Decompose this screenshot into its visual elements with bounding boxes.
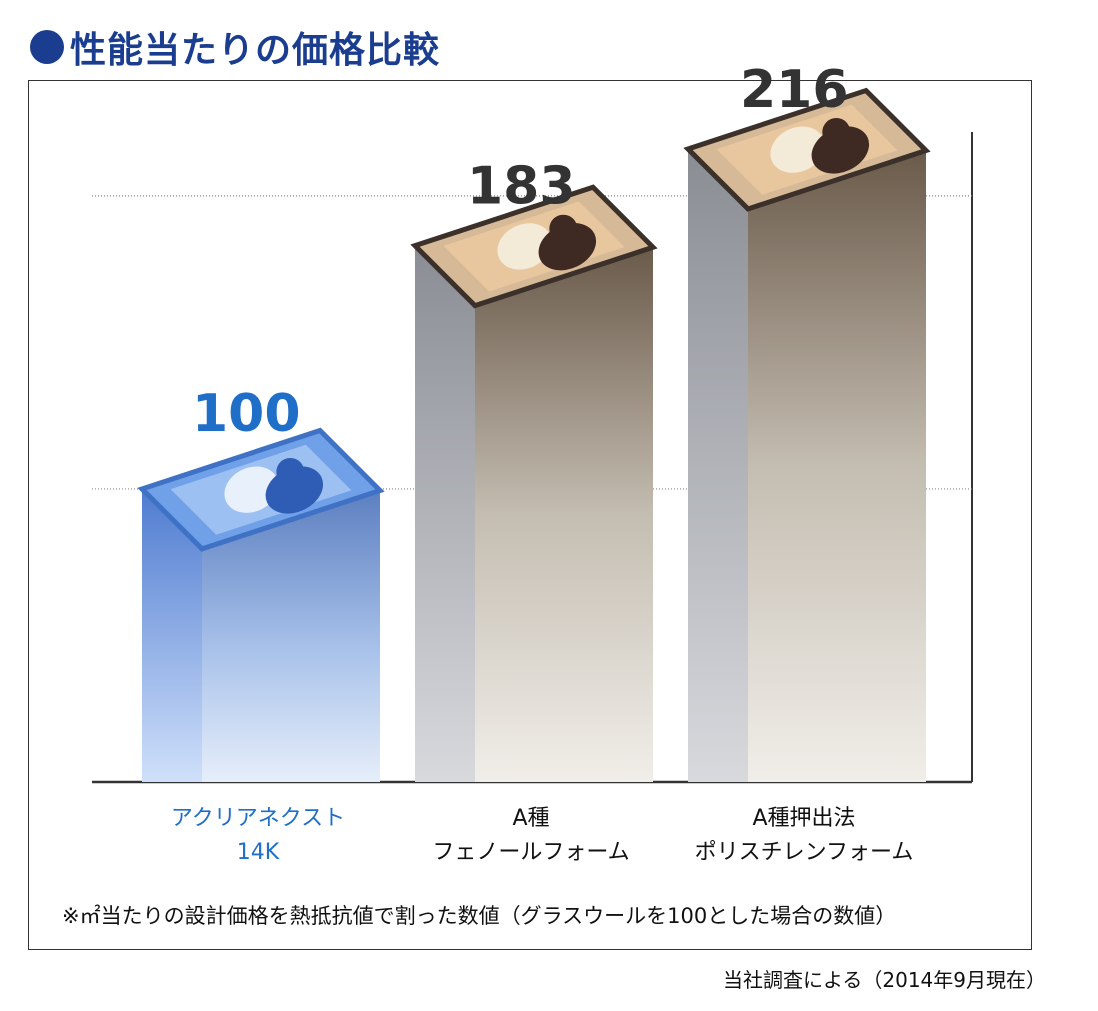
chart-title: 性能当たりの価格比較 <box>30 22 440 72</box>
banknote-top <box>410 184 658 309</box>
bar-side-face <box>688 148 748 782</box>
bar-3 <box>683 87 931 783</box>
banknote-portrait-head <box>549 214 578 243</box>
category-label-line: アクリアネクスト <box>170 806 346 831</box>
value-label-3: 216 <box>740 60 849 120</box>
bar-2 <box>410 184 658 782</box>
category-label-line: 14K <box>236 840 280 865</box>
bar-front-face <box>475 247 653 782</box>
banknote-top <box>683 87 931 212</box>
bar-front-face <box>748 150 926 783</box>
banknote-oval <box>224 466 279 513</box>
value-label-2: 183 <box>467 157 576 217</box>
banknote-portrait-head <box>276 457 305 486</box>
banknote-top <box>137 427 385 552</box>
value-label-1: 100 <box>192 384 301 444</box>
bar-side-face <box>142 488 202 782</box>
bar-1 <box>137 427 385 782</box>
title-text: 性能当たりの価格比較 <box>70 30 441 71</box>
category-label-line: A種押出法 <box>752 806 856 831</box>
title-bullet-icon <box>30 30 64 64</box>
banknote-portrait-head <box>822 117 851 146</box>
category-label-line: フェノールフォーム <box>432 840 630 865</box>
bar-side-face <box>415 245 475 782</box>
banknote-oval <box>497 223 552 270</box>
category-label-1: アクリアネクスト 14K <box>108 802 408 870</box>
banknote-oval <box>770 126 825 173</box>
category-label-2: A種フェノールフォーム <box>381 802 681 870</box>
footnote: ※㎡当たりの設計価格を熱抵抗値で割った数値（グラスウールを100とした場合の数値… <box>62 904 897 928</box>
source-note: 当社調査による（2014年9月現在） <box>722 968 1046 992</box>
bar-front-face <box>202 490 380 782</box>
category-label-line: ポリスチレンフォーム <box>694 840 914 865</box>
category-label-3: A種押出法ポリスチレンフォーム <box>654 802 954 870</box>
category-label-line: A種 <box>512 806 550 831</box>
chart-frame <box>28 80 1032 950</box>
